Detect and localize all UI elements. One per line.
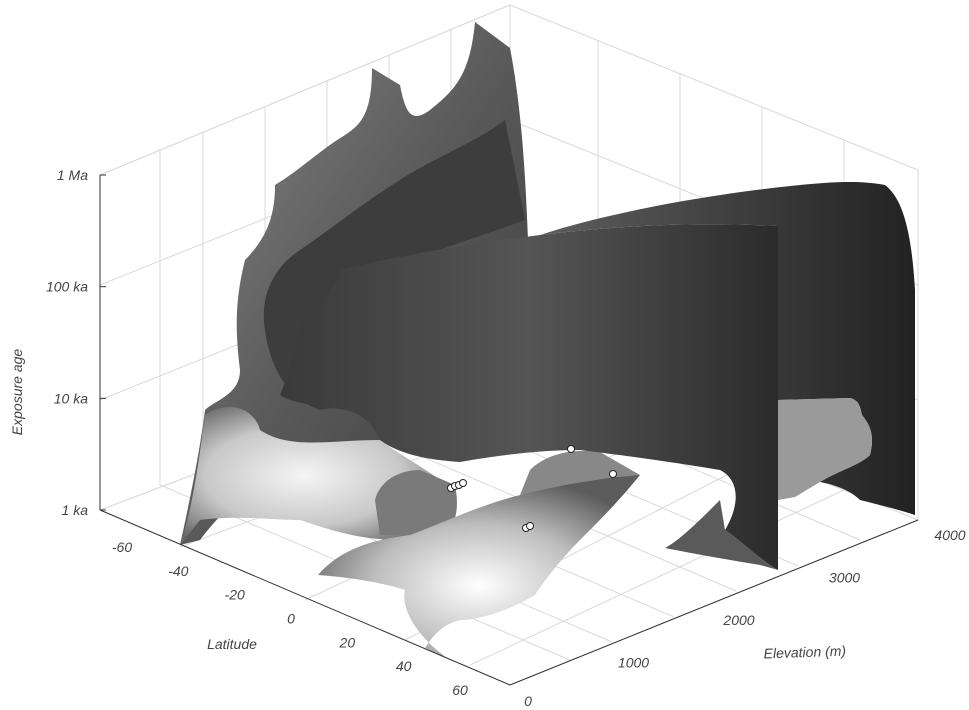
y-tick-label: 3000 [829, 570, 860, 586]
z-axis-label: Exposure age [9, 349, 25, 436]
x-tick-label: 60 [452, 682, 468, 698]
x-axis-line [99, 509, 511, 686]
x-tick-label: -60 [112, 539, 132, 555]
z-tick-label: 1 Ma [57, 167, 88, 183]
x-tick-label: 40 [396, 658, 412, 674]
x-tick-label: -20 [225, 587, 245, 603]
y-tick-label: 2000 [722, 612, 754, 628]
tick-layer: 1 ka 10 ka 100 ka 1 Ma -60 -40 -20 0 20 40 60 0 1000… [46, 167, 966, 709]
y-axis-label: Elevation (m) [763, 643, 846, 662]
y-tick-label: 4000 [934, 527, 965, 543]
z-tick-label: 10 ka [54, 390, 88, 406]
x-tick-label: 0 [287, 611, 295, 627]
x-axis-label: Latitude [207, 636, 257, 652]
surface-shapes [180, 22, 915, 660]
z-tick-label: 100 ka [46, 279, 88, 295]
y-tick-label: 1000 [618, 655, 649, 671]
z-tick-label: 1 ka [62, 502, 89, 518]
x-tick-label: 20 [339, 634, 356, 650]
x-tick-label: -40 [168, 563, 188, 579]
y-tick-label: 0 [524, 693, 532, 709]
y-axis-line [509, 519, 919, 686]
axes [99, 175, 919, 686]
sample-points [447, 445, 617, 532]
